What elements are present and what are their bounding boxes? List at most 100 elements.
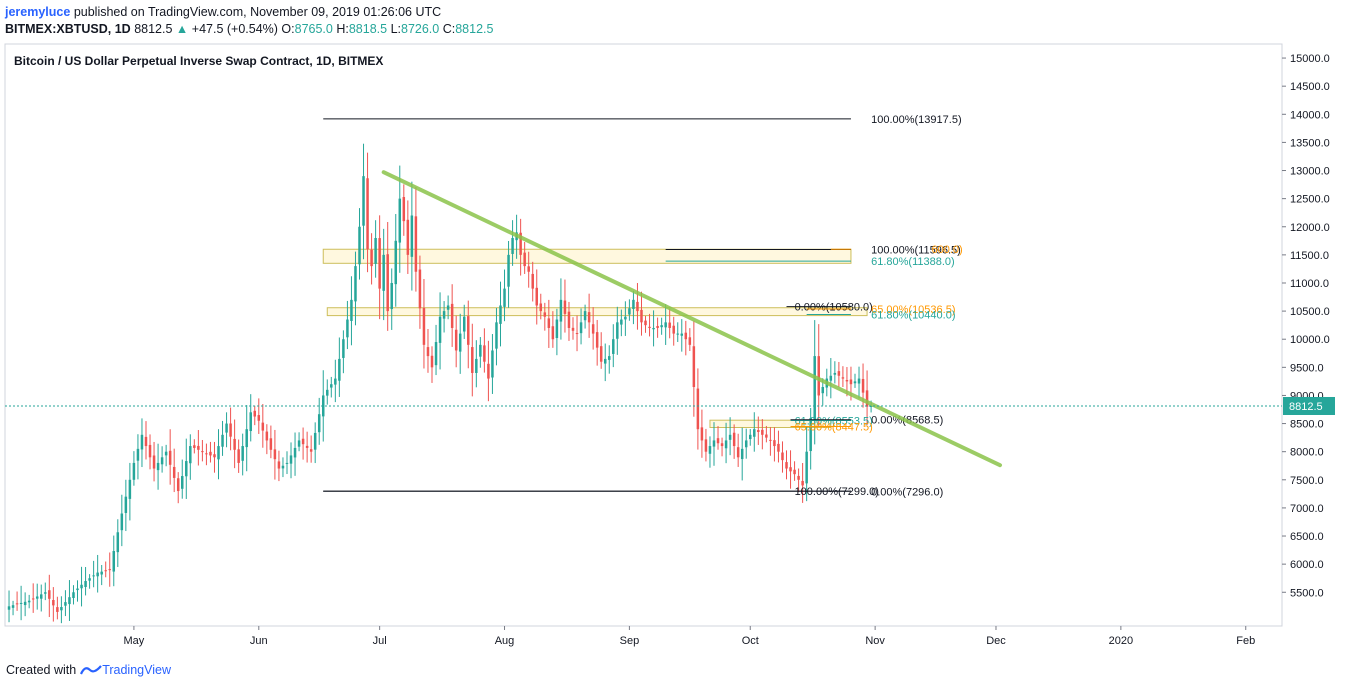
candle-body [201,451,204,453]
candle-body [599,346,603,362]
candle-body [487,363,490,379]
candle-body [382,254,385,291]
candle-body [257,415,261,421]
candle-body [402,197,406,222]
candle-body [475,358,478,373]
candle-body [245,429,248,448]
candle-body [370,249,373,267]
candle-body [168,450,172,465]
candle-body [853,381,857,384]
candle-body [237,449,240,463]
candle-body [7,606,11,610]
candle-body [499,305,502,324]
candle-body [241,446,244,461]
candle-body [841,377,845,379]
candle-body [704,439,708,452]
candle-body [450,303,454,328]
candle-body [366,178,369,250]
candle-body [797,475,800,480]
candle-body [269,438,273,450]
y-tick-label: 12500.0 [1290,194,1330,206]
candle-body [724,440,728,449]
fib-label-10: 100.00%(7299.0) [795,486,879,498]
candle-body [378,238,381,289]
y-tick-label: 11000.0 [1290,278,1329,290]
tradingview-link[interactable]: TradingView [80,663,171,677]
candle-body [857,378,861,384]
chart-header: jeremyluce published on TradingView.com,… [5,4,493,38]
y-tick-label: 13500.0 [1290,137,1330,149]
fib-label-4: 0.00%(10580.0) [795,302,873,314]
candle-body [265,431,269,441]
candle-body [612,339,615,354]
fib-label-3: 600.0) [932,244,963,256]
candle-body [708,446,712,454]
y-tick-label: 6000.0 [1290,559,1324,571]
candle-body [757,430,760,432]
candle-body [458,333,462,352]
candle-body [225,423,228,433]
candle-body [736,447,740,458]
candle-body [52,600,55,606]
author-link[interactable]: jeremyluce [5,5,71,19]
y-tick-label: 7000.0 [1290,503,1324,515]
candle-body [76,588,79,591]
candle-body [483,345,486,362]
close-value: 8812.5 [455,22,494,36]
candle-body [229,423,232,437]
candle-body [720,443,724,447]
candle-body [148,444,152,458]
candle-body [769,439,772,441]
candle-body [668,322,671,328]
candle-body [152,455,156,469]
candle-body [112,551,116,572]
candle-body [346,319,349,338]
open-label: O: [281,22,295,36]
candle-body [491,350,494,378]
high-value: 8818.5 [348,22,388,36]
y-tick-label: 5500.0 [1290,587,1324,599]
change-value: +47.5 (+0.54%) [191,22,278,36]
candle-body [692,346,696,388]
candle-body [273,449,277,460]
x-tick-label: May [124,635,145,647]
candle-body [72,592,75,598]
candle-body [136,448,140,461]
y-tick-label: 6500.0 [1290,531,1324,543]
candle-body [438,316,442,343]
candle-body [454,329,458,351]
candle-body [15,603,19,605]
candle-body [555,319,559,339]
candle-body [829,375,833,381]
x-tick-label: Feb [1236,635,1255,647]
chart-frame [4,43,1283,627]
candle-body [426,347,430,357]
candle-body [189,446,192,464]
candle-body [19,602,23,604]
candle-body [527,266,530,272]
candle-body [845,380,849,382]
candle-body [865,390,869,407]
candle-body [330,384,333,388]
y-tick-label: 14500.0 [1290,81,1330,93]
candle-body [60,607,63,611]
last-price: 8812.5 [134,22,173,36]
y-tick-label: 8000.0 [1290,447,1324,459]
candle-body [442,311,446,319]
candle-body [817,356,820,396]
candle-body [84,581,87,588]
candle-body [193,445,196,448]
candle-body [35,596,39,599]
candle-body [781,452,784,461]
open-value: 8765.0 [294,22,333,36]
candle-body [27,600,31,603]
y-tick-label: 15000.0 [1290,53,1330,65]
candle-body [753,429,756,437]
candle-body [289,455,293,464]
candle-body [575,333,579,335]
candle-body [56,607,59,612]
y-tick-label: 10000.0 [1290,334,1330,346]
candle-body [672,325,675,334]
candle-body [217,446,220,460]
